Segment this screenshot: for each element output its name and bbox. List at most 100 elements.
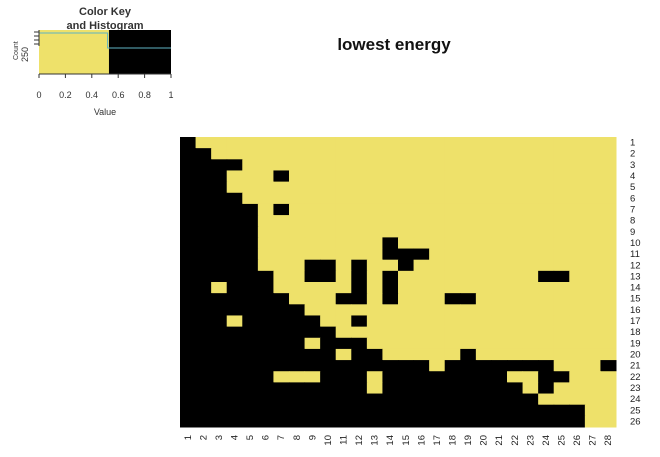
heatmap-cell <box>444 192 461 205</box>
heatmap-cell <box>507 181 524 194</box>
heatmap-cell <box>413 192 430 205</box>
heatmap-cell <box>553 181 570 194</box>
heatmap-cell <box>257 148 274 160</box>
column-label: 3 <box>214 435 225 440</box>
heatmap-cell <box>320 360 337 372</box>
heatmap-cell <box>320 337 337 350</box>
heatmap-cell <box>507 382 524 395</box>
heatmap-cell <box>491 203 508 216</box>
heatmap-cell <box>491 371 508 383</box>
heatmap-cell <box>335 159 352 171</box>
color-key-x-tick-label: 0.2 <box>59 90 72 100</box>
heatmap-cell <box>429 360 446 372</box>
heatmap-cell <box>366 304 383 316</box>
heatmap-cell <box>522 315 539 328</box>
heatmap-cell <box>600 304 617 316</box>
heatmap-cell <box>304 382 321 395</box>
heatmap-cell <box>475 259 492 272</box>
heatmap-cell <box>320 226 337 238</box>
heatmap-cell <box>257 170 274 183</box>
heatmap-cell <box>429 192 446 205</box>
heatmap-cell <box>382 326 399 339</box>
heatmap-cell <box>289 348 306 361</box>
heatmap-cell <box>351 415 368 428</box>
heatmap-cell <box>507 304 524 316</box>
heatmap-cell <box>569 371 586 383</box>
column-label: 20 <box>479 435 490 446</box>
heatmap-cell <box>460 293 477 305</box>
heatmap-cell <box>569 192 586 205</box>
heatmap-cell <box>242 270 259 283</box>
heatmap-cell <box>351 382 368 395</box>
heatmap-cell <box>398 237 415 250</box>
heatmap-cell <box>304 137 321 149</box>
column-label: 9 <box>307 435 318 440</box>
heatmap-cell <box>460 393 477 406</box>
heatmap-cell <box>242 282 259 294</box>
heatmap-cell <box>351 360 368 372</box>
heatmap-cell <box>257 215 274 227</box>
heatmap-cell <box>429 304 446 316</box>
heatmap-cell <box>444 215 461 227</box>
heatmap-cell <box>257 415 274 428</box>
heatmap-cell <box>444 382 461 395</box>
heatmap-cell <box>226 360 243 372</box>
heatmap-cell <box>600 282 617 294</box>
heatmap-cell <box>273 404 290 417</box>
heatmap-cell <box>180 159 197 171</box>
heatmap-cell <box>289 159 306 171</box>
heatmap-cell <box>444 393 461 406</box>
heatmap-cell <box>273 215 290 227</box>
heatmap-cell <box>257 393 274 406</box>
heatmap-cell <box>289 371 306 383</box>
heatmap-cell <box>522 282 539 294</box>
heatmap-cell <box>226 270 243 283</box>
heatmap-cell <box>180 215 197 227</box>
heatmap-cell <box>366 382 383 395</box>
heatmap-cell <box>475 159 492 171</box>
heatmap-cell <box>289 226 306 238</box>
heatmap-cell <box>569 237 586 250</box>
heatmap-cell <box>553 360 570 372</box>
heatmap-cell <box>320 170 337 183</box>
heatmap-cell <box>180 348 197 361</box>
heatmap-cell <box>538 360 555 372</box>
heatmap-cell <box>413 148 430 160</box>
heatmap-cell <box>584 226 601 238</box>
heatmap-cell <box>226 371 243 383</box>
heatmap-cell <box>351 215 368 227</box>
heatmap-cell <box>429 226 446 238</box>
heatmap-cell <box>413 259 430 272</box>
heatmap-cell <box>320 393 337 406</box>
heatmap-cell <box>289 360 306 372</box>
heatmap-cell <box>491 382 508 395</box>
heatmap-cell <box>320 270 337 283</box>
heatmap-cell <box>584 337 601 350</box>
heatmap-cell <box>257 382 274 395</box>
heatmap-cell <box>273 181 290 194</box>
heatmap-cell <box>538 382 555 395</box>
heatmap-cell <box>429 259 446 272</box>
heatmap-cell <box>429 404 446 417</box>
heatmap-cell <box>289 259 306 272</box>
heatmap-cell <box>522 393 539 406</box>
heatmap-cell <box>491 393 508 406</box>
heatmap-cell <box>382 215 399 227</box>
heatmap-cell <box>335 293 352 305</box>
heatmap-cell <box>475 382 492 395</box>
heatmap-cell <box>366 282 383 294</box>
heatmap-cell <box>413 226 430 238</box>
heatmap-cell <box>553 371 570 383</box>
heatmap-cell <box>522 415 539 428</box>
heatmap-cell <box>475 170 492 183</box>
heatmap-cell <box>460 371 477 383</box>
heatmap-cell <box>522 137 539 149</box>
heatmap-cell <box>335 137 352 149</box>
heatmap-cell <box>382 170 399 183</box>
heatmap-cell <box>351 181 368 194</box>
heatmap-cell <box>211 371 228 383</box>
row-label: 12 <box>630 260 641 271</box>
heatmap-cell <box>320 348 337 361</box>
heatmap-cell <box>195 371 212 383</box>
